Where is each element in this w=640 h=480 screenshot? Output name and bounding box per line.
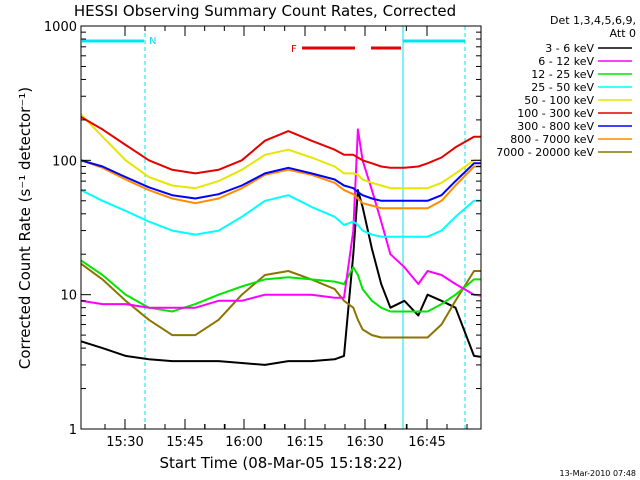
legend-entry-label: 100 - 300 keV — [517, 107, 594, 120]
legend-entry-label: 300 - 800 keV — [517, 120, 594, 133]
chart-title: HESSI Observing Summary Count Rates, Cor… — [74, 2, 456, 20]
series-line-8 — [81, 159, 481, 210]
series-line-9 — [81, 262, 481, 339]
legend-entry-label: 6 - 12 keV — [538, 55, 594, 68]
series-line-6 — [81, 116, 481, 175]
flare-annotation: F — [291, 44, 297, 55]
legend-entry-label: 3 - 6 keV — [545, 42, 594, 55]
y-tick-label: 1000 — [44, 20, 77, 35]
series-line-7 — [81, 159, 481, 202]
x-tick-label: 16:00 — [225, 435, 262, 450]
night-annotation: N — [149, 36, 156, 47]
y-axis: 1 10 100 1000 — [44, 20, 481, 438]
series-line-5 — [81, 113, 481, 190]
y-tick-label: 10 — [60, 289, 77, 304]
x-tick-label: 16:45 — [408, 435, 445, 450]
y-tick-label: 100 — [52, 154, 77, 169]
x-axis-label: Start Time (08-Mar-05 15:18:22) — [159, 454, 402, 472]
legend-entry-label: 7000 - 20000 keV — [496, 146, 594, 159]
legend-entry-label: 12 - 25 keV — [531, 68, 594, 81]
series-line-2 — [81, 128, 481, 309]
series-line-1 — [81, 189, 481, 366]
footer-timestamp: 13-Mar-2010 07:48 — [560, 469, 637, 478]
plot-area: NF — [81, 26, 481, 429]
legend-header-attenuator: Att 0 — [610, 27, 636, 40]
y-tick-label: 1 — [69, 423, 77, 438]
legend-entry-label: 800 - 7000 keV — [510, 133, 594, 146]
x-tick-label: 16:30 — [346, 435, 383, 450]
observing-overlays: NF — [82, 26, 466, 429]
legend-entry-label: 50 - 100 keV — [524, 94, 594, 107]
x-axis: 15:30 15:45 16:00 16:15 16:30 16:45 — [104, 26, 468, 450]
x-tick-label: 16:15 — [286, 435, 323, 450]
series-line-4 — [81, 189, 481, 238]
series-line-3 — [81, 259, 481, 313]
legend-entry-label: 25 - 50 keV — [531, 81, 594, 94]
series-lines — [81, 113, 481, 366]
x-tick-label: 15:45 — [166, 435, 203, 450]
y-axis-label: Corrected Count Rate (s⁻¹ detector⁻¹) — [16, 87, 34, 369]
plot-frame — [80, 25, 482, 430]
legend-header-detectors: Det 1,3,4,5,6,9, — [550, 14, 636, 27]
x-tick-label: 15:30 — [106, 435, 143, 450]
